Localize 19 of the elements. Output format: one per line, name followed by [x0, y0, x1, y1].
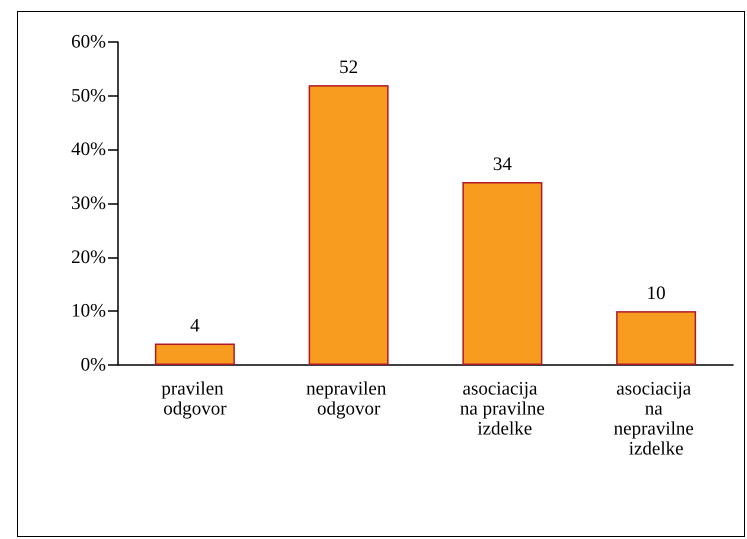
bar — [308, 85, 389, 365]
y-tick-label: 40% — [71, 139, 106, 160]
y-tick-label: 20% — [71, 246, 106, 268]
x-tick-label: asociacija na nepravilne izdelke — [614, 378, 699, 460]
data-label: 34 — [492, 154, 512, 175]
bar — [462, 182, 542, 365]
y-tick-label: 60% — [71, 32, 106, 52]
bar — [616, 311, 696, 365]
x-tick-label: nepravilen odgovor — [306, 378, 392, 420]
y-tick-label: 30% — [71, 193, 106, 214]
y-tick-label: 0% — [80, 354, 106, 376]
data-label: 10 — [646, 283, 666, 304]
y-tick-label: 10% — [71, 300, 106, 322]
x-tick-label: asociacija na pravilne izdelke — [460, 378, 545, 440]
bar — [154, 343, 235, 365]
y-tick-label: 50% — [71, 85, 106, 106]
x-tick-label: pravilen odgovor — [161, 378, 228, 420]
data-label: 52 — [339, 57, 358, 78]
data-label: 4 — [190, 315, 200, 336]
